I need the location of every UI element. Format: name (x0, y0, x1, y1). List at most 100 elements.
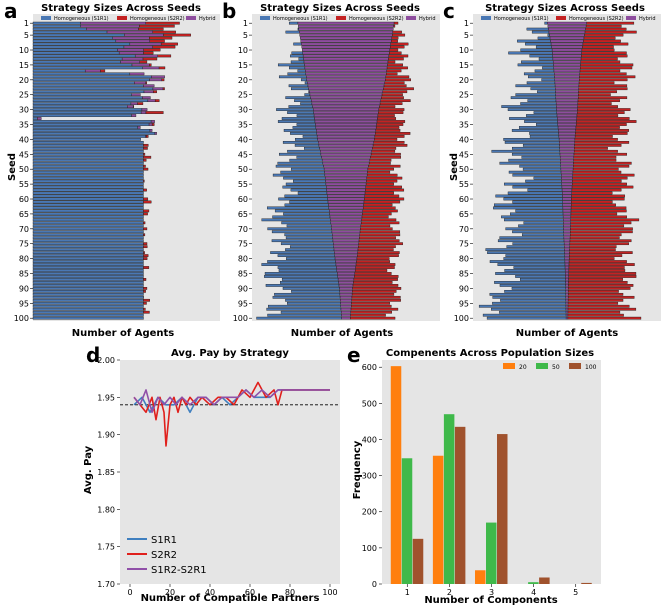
bar-s2r2-seed-43 (372, 146, 397, 150)
bar-s2r2-seed-73 (569, 236, 620, 240)
bar-s2r2-seed-8 (160, 42, 178, 46)
bar-s2r2-seed-76 (143, 245, 148, 249)
bar-s2r2-seed-56 (571, 185, 634, 189)
bar-s2r2-seed-2 (585, 24, 622, 28)
bar-s2r2-seed-50 (143, 167, 149, 171)
bar-s2r2-seed-33 (576, 117, 630, 120)
bar-s1r1-seed-27 (527, 99, 557, 103)
bar-s1r1-seed-43 (512, 146, 560, 150)
bar-s2r2-seed-56 (365, 185, 402, 189)
panel-c-ylabel: Seed (449, 153, 460, 181)
bar-s2r2-seed-49 (368, 164, 401, 168)
bar-hybrid-seed-60 (562, 197, 572, 201)
bar-s1r1-seed-59 (284, 194, 328, 198)
bar-s1r1-seed-69 (518, 224, 564, 228)
bar-s2r2-seed-65 (143, 212, 148, 216)
bar-hybrid-seed-92 (565, 292, 569, 296)
bar-hybrid-seed-86 (337, 275, 355, 278)
bar-s1r1-seed-52 (32, 173, 144, 177)
bar-s1r1-seed-21 (32, 81, 135, 85)
bar-hybrid-seed-70 (563, 227, 571, 231)
bar-s1r1-seed-25 (32, 93, 132, 97)
bar-s1r1-seed-75 (32, 242, 144, 246)
bar-hybrid-seed-38 (558, 132, 576, 135)
bar-s2r2-seed-31 (577, 111, 625, 114)
bar-hybrid-seed-84 (564, 269, 570, 272)
panel-e: Compenents Across Population Sizes 01002… (352, 348, 601, 606)
bar-s1r1-seed-40 (295, 138, 318, 141)
bar-s1r1-seed-96 (478, 304, 567, 308)
bar-s2r2-seed-54 (572, 179, 622, 183)
bar-s1r1-seed-70 (267, 227, 332, 231)
bar-s2r2-seed-57 (365, 188, 405, 192)
bar-s2r2-seed-67 (361, 218, 397, 222)
bar-s1r1-seed-73 (32, 236, 144, 240)
bar-s2r2-seed-85 (568, 272, 637, 275)
bar-s1r1-seed-29 (32, 105, 128, 108)
panel-a: Strategy Sizes Across Seeds 151015202530… (7, 3, 220, 339)
y-tick-label: 95 (19, 299, 29, 308)
y-tick-label: 300 (362, 472, 377, 481)
bar-s1r1-seed-63 (493, 206, 564, 210)
bar-hybrid-seed-53 (324, 176, 368, 180)
bar-s1r1-seed-100 (256, 316, 342, 320)
bar-s1r1-seed-80 (503, 257, 566, 260)
bar-hybrid-seed-82 (335, 263, 357, 266)
bar-s1r1-seed-54 (525, 179, 562, 183)
bar-hybrid-seed-25 (131, 93, 141, 97)
bar-s1r1-seed-61 (32, 200, 144, 204)
bar-s1r1-seed-67 (504, 218, 564, 222)
bar-hybrid-seed-74 (563, 239, 571, 243)
bar-s2r2-seed-5 (392, 33, 406, 37)
bar-hybrid-seed-12 (134, 54, 158, 58)
bar-s2r2-seed-17 (579, 69, 621, 73)
bar-hybrid-seed-33 (314, 117, 378, 120)
bar-s1r1-seed-16 (542, 66, 554, 70)
bar-hybrid-seed-37 (558, 129, 576, 132)
bar-hybrid-seed-16 (553, 66, 581, 70)
panel-b: Strategy Sizes Across Seeds 151015202530… (233, 3, 440, 339)
bar-s1r1-seed-66 (32, 215, 144, 219)
bar-hybrid-seed-39 (316, 135, 376, 138)
bar-s1r1-seed-57 (290, 188, 327, 192)
bar-s1r1-seed-72 (32, 233, 144, 237)
y-tick-label: 55 (19, 180, 29, 189)
bar-s1r1-seed-98 (32, 310, 144, 314)
bar-s1r1-seed-47 (508, 158, 561, 162)
bar-s2r2-seed-100 (350, 316, 396, 320)
bar-hybrid-seed-18 (554, 72, 580, 76)
bar-s1r1-seed-36 (519, 126, 559, 129)
bar-hybrid-seed-29 (127, 105, 134, 108)
panel-b-ticks: 1510152025303540455055606570758085909510… (233, 19, 252, 323)
y-tick-label: 1.70 (97, 580, 115, 589)
bar-hybrid-seed-45 (559, 152, 575, 156)
bar-s2r2-seed-98 (143, 310, 150, 314)
bar-s1r1-seed-51 (32, 170, 144, 174)
bar-s1r1-seed-11 (32, 51, 120, 55)
bar-hybrid-seed-27 (147, 99, 156, 103)
panel-d-title: Avg. Pay by Strategy (171, 348, 289, 359)
x-tick-label: 5 (573, 588, 578, 597)
bar-s1r1-seed-35 (32, 123, 150, 126)
bar-hybrid-seed-2 (80, 24, 140, 28)
x-tick-label: 80 (285, 588, 295, 597)
bar-s2r2-seed-35 (575, 123, 627, 126)
bar-hybrid-seed-17 (553, 69, 581, 73)
y-tick-label: 75 (238, 240, 248, 249)
bar-hybrid-seed-28 (130, 102, 138, 105)
bar-s1r1-seed-7 (517, 39, 551, 43)
bar-s1r1-seed-87 (520, 278, 566, 281)
bar-s1r1-seed-47 (289, 158, 323, 162)
bar-s2r2-seed-33 (377, 117, 397, 120)
bar-s1r1-seed-91 (291, 290, 340, 293)
bar-s2r2-seed-64 (362, 209, 398, 213)
bar-hybrid-seed-54 (325, 179, 367, 183)
legend-swatch-20 (503, 363, 515, 369)
bar-s1r1-seed-26 (285, 96, 311, 100)
bar-s1r1-seed-2 (32, 24, 81, 28)
y-tick-label: 10 (19, 46, 29, 55)
bar-hybrid-seed-79 (564, 254, 570, 257)
y-tick-label: 35 (238, 121, 248, 130)
y-tick-label: 5 (243, 31, 248, 40)
bar-s1r1-seed-13 (32, 57, 123, 61)
